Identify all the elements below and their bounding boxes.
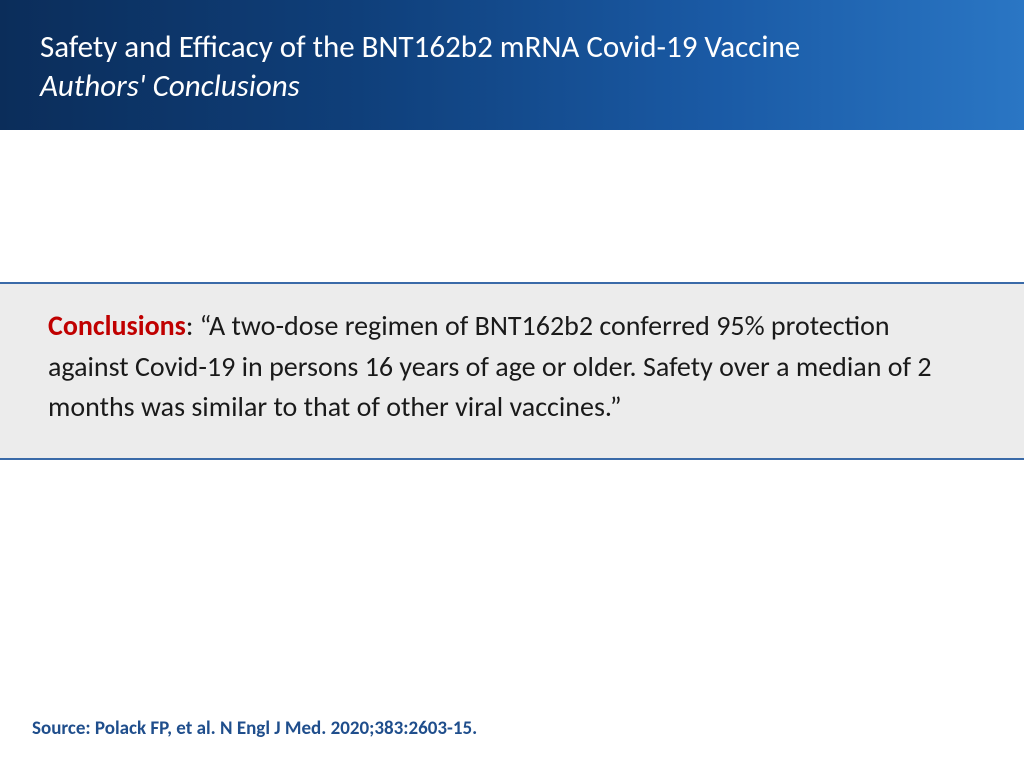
source-citation: Source: Polack FP, et al. N Engl J Med. …	[32, 717, 477, 740]
conclusions-box: Conclusions: “A two-dose regimen of BNT1…	[0, 282, 1024, 460]
slide-subtitle: Authors' Conclusions	[40, 67, 984, 106]
header-band: Safety and Efficacy of the BNT162b2 mRNA…	[0, 0, 1024, 130]
slide-title: Safety and Efficacy of the BNT162b2 mRNA…	[40, 28, 984, 67]
conclusions-text: Conclusions: “A two-dose regimen of BNT1…	[48, 308, 932, 424]
slide: Safety and Efficacy of the BNT162b2 mRNA…	[0, 0, 1024, 768]
conclusions-label: Conclusions	[48, 308, 186, 343]
conclusions-separator: :	[186, 308, 200, 343]
